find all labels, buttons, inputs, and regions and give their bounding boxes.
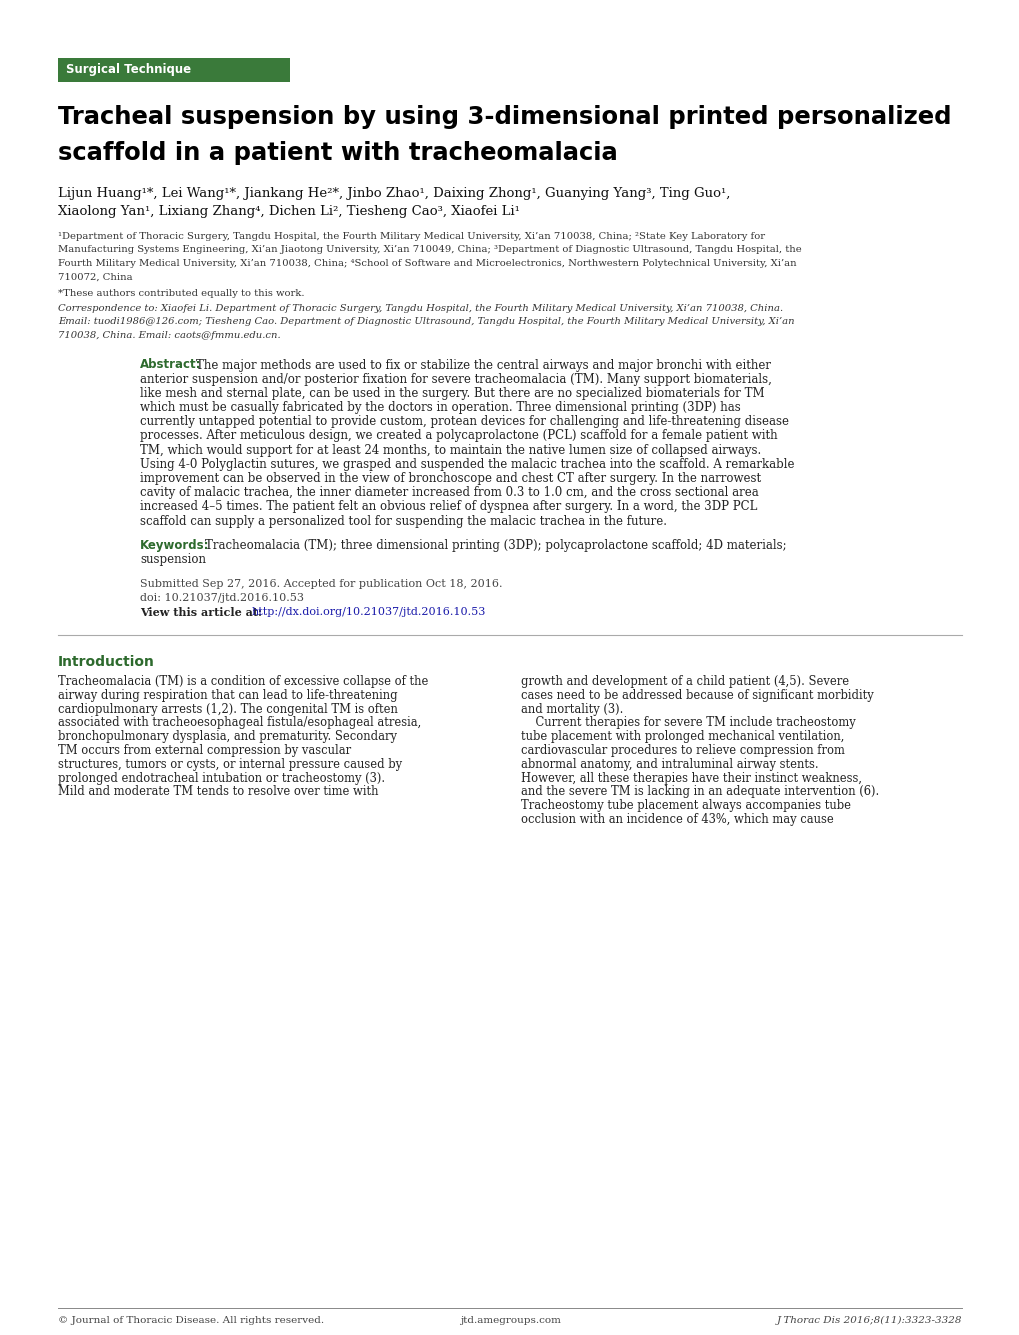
Text: structures, tumors or cysts, or internal pressure caused by: structures, tumors or cysts, or internal…	[58, 758, 401, 770]
Text: anterior suspension and/or posterior fixation for severe tracheomalacia (TM). Ma: anterior suspension and/or posterior fix…	[140, 372, 771, 386]
Text: J Thorac Dis 2016;8(11):3323-3328: J Thorac Dis 2016;8(11):3323-3328	[775, 1316, 961, 1326]
Text: jtd.amegroups.com: jtd.amegroups.com	[460, 1316, 559, 1326]
Text: processes. After meticulous design, we created a polycaprolactone (PCL) scaffold: processes. After meticulous design, we c…	[140, 430, 776, 442]
Text: and mortality (3).: and mortality (3).	[521, 702, 623, 716]
Text: prolonged endotracheal intubation or tracheostomy (3).: prolonged endotracheal intubation or tra…	[58, 772, 385, 785]
Text: abnormal anatomy, and intraluminal airway stents.: abnormal anatomy, and intraluminal airwa…	[521, 758, 818, 770]
Text: View this article at:: View this article at:	[140, 607, 262, 618]
Text: occlusion with an incidence of 43%, which may cause: occlusion with an incidence of 43%, whic…	[521, 813, 833, 826]
Text: Fourth Military Medical University, Xi’an 710038, China; ⁴School of Software and: Fourth Military Medical University, Xi’a…	[58, 259, 796, 268]
Text: Keywords:: Keywords:	[140, 539, 209, 551]
Text: doi: 10.21037/jtd.2016.10.53: doi: 10.21037/jtd.2016.10.53	[140, 593, 304, 603]
Text: Tracheomalacia (TM) is a condition of excessive collapse of the: Tracheomalacia (TM) is a condition of ex…	[58, 676, 428, 688]
Text: The major methods are used to fix or stabilize the central airways and major bro: The major methods are used to fix or sta…	[196, 359, 770, 371]
Text: 710072, China: 710072, China	[58, 272, 132, 282]
Text: ¹Department of Thoracic Surgery, Tangdu Hospital, the Fourth Military Medical Un: ¹Department of Thoracic Surgery, Tangdu …	[58, 232, 764, 242]
Text: cardiovascular procedures to relieve compression from: cardiovascular procedures to relieve com…	[521, 744, 844, 757]
Text: airway during respiration that can lead to life-threatening: airway during respiration that can lead …	[58, 689, 397, 702]
FancyBboxPatch shape	[58, 57, 289, 81]
Text: Email: tuodi1986@126.com; Tiesheng Cao. Department of Diagnostic Ultrasound, Tan: Email: tuodi1986@126.com; Tiesheng Cao. …	[58, 318, 794, 327]
Text: *These authors contributed equally to this work.: *These authors contributed equally to th…	[58, 288, 305, 298]
Text: 710038, China. Email: caots@fmmu.edu.cn.: 710038, China. Email: caots@fmmu.edu.cn.	[58, 331, 280, 340]
Text: which must be casually fabricated by the doctors in operation. Three dimensional: which must be casually fabricated by the…	[140, 400, 740, 414]
Text: currently untapped potential to provide custom, protean devices for challenging : currently untapped potential to provide …	[140, 415, 789, 429]
Text: Tracheostomy tube placement always accompanies tube: Tracheostomy tube placement always accom…	[521, 800, 850, 812]
Text: Mild and moderate TM tends to resolve over time with: Mild and moderate TM tends to resolve ov…	[58, 785, 378, 798]
Text: cases need to be addressed because of significant morbidity: cases need to be addressed because of si…	[521, 689, 873, 702]
Text: Lijun Huang¹*, Lei Wang¹*, Jiankang He²*, Jinbo Zhao¹, Daixing Zhong¹, Guanying : Lijun Huang¹*, Lei Wang¹*, Jiankang He²*…	[58, 187, 730, 200]
Text: cavity of malacic trachea, the inner diameter increased from 0.3 to 1.0 cm, and : cavity of malacic trachea, the inner dia…	[140, 486, 758, 499]
Text: Abstract:: Abstract:	[140, 359, 202, 371]
Text: associated with tracheoesophageal fistula/esophageal atresia,: associated with tracheoesophageal fistul…	[58, 717, 421, 729]
Text: Manufacturing Systems Engineering, Xi’an Jiaotong University, Xi’an 710049, Chin: Manufacturing Systems Engineering, Xi’an…	[58, 246, 801, 255]
Text: tube placement with prolonged mechanical ventilation,: tube placement with prolonged mechanical…	[521, 730, 844, 744]
Text: TM occurs from external compression by vascular: TM occurs from external compression by v…	[58, 744, 351, 757]
Text: increased 4–5 times. The patient felt an obvious relief of dyspnea after surgery: increased 4–5 times. The patient felt an…	[140, 501, 757, 514]
Text: scaffold can supply a personalized tool for suspending the malacic trachea in th: scaffold can supply a personalized tool …	[140, 515, 666, 527]
Text: growth and development of a child patient (4,5). Severe: growth and development of a child patien…	[521, 676, 848, 688]
Text: like mesh and sternal plate, can be used in the surgery. But there are no specia: like mesh and sternal plate, can be used…	[140, 387, 764, 400]
Text: However, all these therapies have their instinct weakness,: However, all these therapies have their …	[521, 772, 861, 785]
Text: bronchopulmonary dysplasia, and prematurity. Secondary: bronchopulmonary dysplasia, and prematur…	[58, 730, 396, 744]
Text: Correspondence to: Xiaofei Li. Department of Thoracic Surgery, Tangdu Hospital, : Correspondence to: Xiaofei Li. Departmen…	[58, 304, 783, 312]
Text: Using 4-0 Polyglactin sutures, we grasped and suspended the malacic trachea into: Using 4-0 Polyglactin sutures, we graspe…	[140, 458, 794, 471]
Text: Submitted Sep 27, 2016. Accepted for publication Oct 18, 2016.: Submitted Sep 27, 2016. Accepted for pub…	[140, 579, 502, 589]
Text: Xiaolong Yan¹, Lixiang Zhang⁴, Dichen Li², Tiesheng Cao³, Xiaofei Li¹: Xiaolong Yan¹, Lixiang Zhang⁴, Dichen Li…	[58, 206, 520, 218]
Text: Tracheomalacia (TM); three dimensional printing (3DP); polycaprolactone scaffold: Tracheomalacia (TM); three dimensional p…	[205, 539, 786, 551]
Text: improvement can be observed in the view of bronchoscope and chest CT after surge: improvement can be observed in the view …	[140, 473, 760, 485]
Text: scaffold in a patient with tracheomalacia: scaffold in a patient with tracheomalaci…	[58, 142, 618, 166]
Text: Surgical Technique: Surgical Technique	[66, 64, 191, 76]
Text: and the severe TM is lacking in an adequate intervention (6).: and the severe TM is lacking in an adequ…	[521, 785, 878, 798]
Text: Tracheal suspension by using 3-dimensional printed personalized: Tracheal suspension by using 3-dimension…	[58, 105, 951, 129]
Text: Introduction: Introduction	[58, 655, 155, 669]
Text: suspension: suspension	[140, 553, 206, 566]
Text: TM, which would support for at least 24 months, to maintain the native lumen siz: TM, which would support for at least 24 …	[140, 443, 760, 457]
Text: © Journal of Thoracic Disease. All rights reserved.: © Journal of Thoracic Disease. All right…	[58, 1316, 324, 1326]
Text: Current therapies for severe TM include tracheostomy: Current therapies for severe TM include …	[521, 717, 855, 729]
Text: http://dx.doi.org/10.21037/jtd.2016.10.53: http://dx.doi.org/10.21037/jtd.2016.10.5…	[252, 607, 486, 617]
Text: cardiopulmonary arrests (1,2). The congenital TM is often: cardiopulmonary arrests (1,2). The conge…	[58, 702, 397, 716]
